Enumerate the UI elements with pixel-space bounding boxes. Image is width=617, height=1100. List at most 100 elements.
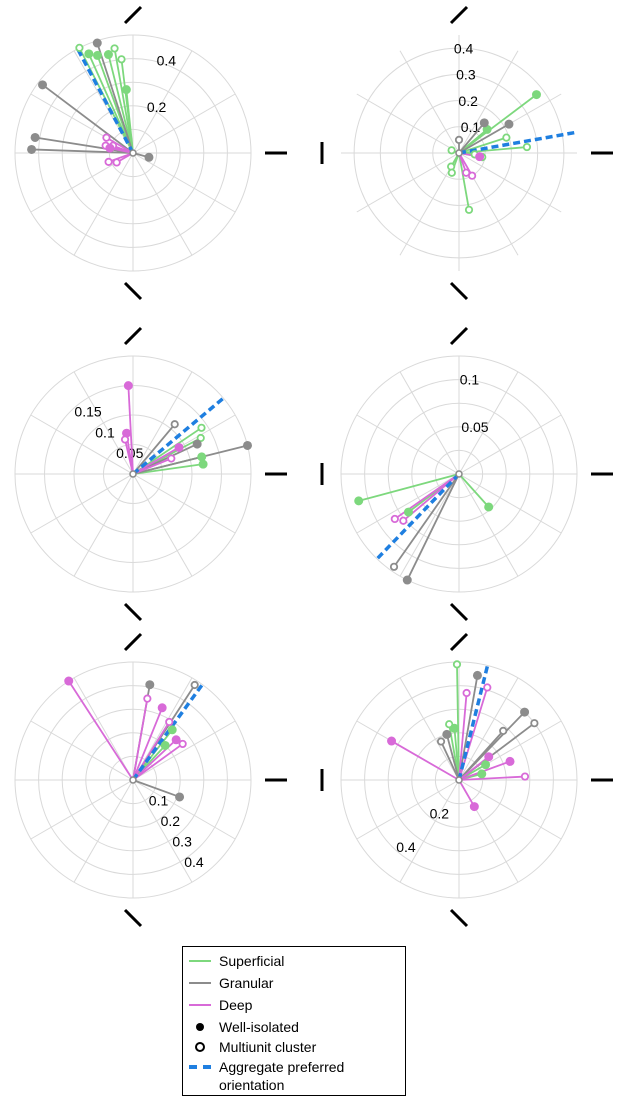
grid-spoke xyxy=(132,779,236,840)
granular-well-isolated-marker xyxy=(402,575,412,585)
granular-well-isolated-marker xyxy=(175,792,185,802)
grid-spoke xyxy=(458,414,562,475)
granular-unit-line xyxy=(41,84,134,154)
orientation-mark-oblique-135 xyxy=(123,908,143,928)
superficial-well-isolated-marker xyxy=(92,50,102,60)
grid-spoke xyxy=(132,473,236,534)
granular-well-isolated-marker xyxy=(30,132,40,142)
deep-unit-line xyxy=(132,446,180,475)
radial-tick-label: 0.2 xyxy=(147,99,167,115)
superficial-well-isolated-marker xyxy=(531,90,541,100)
radial-tick-label: 0.1 xyxy=(149,792,169,808)
grid-spoke xyxy=(356,152,460,213)
grid-spoke xyxy=(30,720,134,781)
superficial-well-isolated-marker xyxy=(477,769,487,779)
legend-item-aggregate-line2: orientation xyxy=(219,1075,284,1095)
radial-tick-label: 0.1 xyxy=(461,119,481,135)
radial-tick-label: 0.1 xyxy=(95,424,115,440)
superficial-unit-line xyxy=(107,54,134,154)
superficial-well-isolated-marker xyxy=(484,502,494,512)
orientation-mark-oblique-45 xyxy=(449,326,469,346)
deep-well-isolated-marker xyxy=(171,735,181,745)
superficial-unit-line xyxy=(358,473,460,502)
center-marker xyxy=(455,470,463,478)
deep-well-isolated-marker xyxy=(174,442,184,452)
deep-multiunit-marker xyxy=(520,772,530,781)
grid-spoke xyxy=(458,473,562,534)
grid-spoke xyxy=(458,473,519,577)
deep-multiunit-marker xyxy=(102,133,111,142)
orientation-mark-oblique-135 xyxy=(123,281,143,301)
deep-unit-line xyxy=(391,740,460,781)
superficial-unit-line xyxy=(458,152,470,210)
grid-spoke xyxy=(356,93,460,154)
deep-well-isolated-marker xyxy=(387,736,397,746)
grid-spoke xyxy=(30,473,134,534)
grid-spoke xyxy=(73,371,134,475)
deep-well-isolated-marker xyxy=(469,802,479,812)
grid-spoke xyxy=(132,473,193,577)
superficial-multiunit-marker xyxy=(447,168,456,177)
radial-tick-label: 0.4 xyxy=(396,839,416,855)
superficial-well-isolated-marker xyxy=(354,496,364,506)
grid-spoke xyxy=(30,414,134,475)
granular-unit-line xyxy=(132,444,248,475)
granular-line-swatch xyxy=(189,978,211,988)
granular-unit-line xyxy=(445,734,460,781)
granular-well-isolated-marker xyxy=(144,152,154,162)
deep-unit-line xyxy=(127,385,134,475)
grid-spoke xyxy=(132,93,236,154)
granular-well-isolated-marker xyxy=(442,729,452,739)
grid-spoke xyxy=(399,677,460,781)
granular-multiunit-marker xyxy=(389,562,399,571)
granular-unit-line xyxy=(393,473,460,568)
superficial-well-isolated-marker xyxy=(103,50,113,60)
deep-well-isolated-marker xyxy=(123,381,133,391)
polar-plot-3: 0.050.10.15 xyxy=(14,326,287,622)
orientation-mark-oblique-45 xyxy=(449,5,469,25)
deep-unit-line xyxy=(132,743,184,781)
polar-plot-6: 0.2 0.4 xyxy=(320,632,613,928)
center-marker xyxy=(129,776,137,784)
grid-spoke xyxy=(399,50,460,154)
legend-label-deep: Deep xyxy=(219,997,253,1013)
superficial-multiunit-marker xyxy=(75,43,84,52)
aggregate-preferred-orientation-line xyxy=(375,472,461,561)
orientation-mark-oblique-45 xyxy=(123,5,143,25)
grid-spoke xyxy=(132,152,236,213)
superficial-unit-line xyxy=(458,473,490,508)
deep-unit-line xyxy=(132,707,164,781)
deep-well-isolated-marker xyxy=(475,152,485,162)
grid-spoke xyxy=(132,371,193,475)
deep-unit-line xyxy=(124,439,134,475)
grid-spoke xyxy=(458,50,519,154)
grid-spoke xyxy=(356,779,460,840)
grid-spoke xyxy=(132,720,236,781)
deep-multiunit-marker xyxy=(120,435,130,444)
deep-well-isolated-marker xyxy=(505,756,515,766)
superficial-multiunit-marker xyxy=(196,433,205,443)
superficial-unit-line xyxy=(132,463,204,475)
deep-unit-line xyxy=(67,680,134,781)
granular-unit-line xyxy=(132,779,180,798)
aggregate-preferred-orientation-line xyxy=(76,47,135,154)
superficial-well-isolated-marker xyxy=(449,723,459,733)
superficial-unit-line xyxy=(132,729,173,781)
grid-spoke xyxy=(458,152,562,213)
radial-tick-label: 0.2 xyxy=(430,805,450,821)
radial-tick-label: 0.05 xyxy=(461,419,488,435)
superficial-unit-line xyxy=(125,89,134,154)
granular-well-isolated-marker xyxy=(504,119,514,129)
superficial-well-isolated-marker xyxy=(84,49,94,59)
filled-marker-swatch xyxy=(189,1022,211,1032)
granular-well-isolated-marker xyxy=(27,144,37,154)
deep-multiunit-marker xyxy=(104,157,113,166)
granular-unit-line xyxy=(96,42,134,154)
orientation-mark-oblique-135 xyxy=(449,602,469,622)
deep-well-isolated-marker xyxy=(105,143,115,153)
grid-spoke xyxy=(399,779,460,883)
granular-multiunit-marker xyxy=(530,719,539,728)
orientation-mark-oblique-45 xyxy=(449,632,469,652)
granular-multiunit-marker xyxy=(190,680,199,690)
